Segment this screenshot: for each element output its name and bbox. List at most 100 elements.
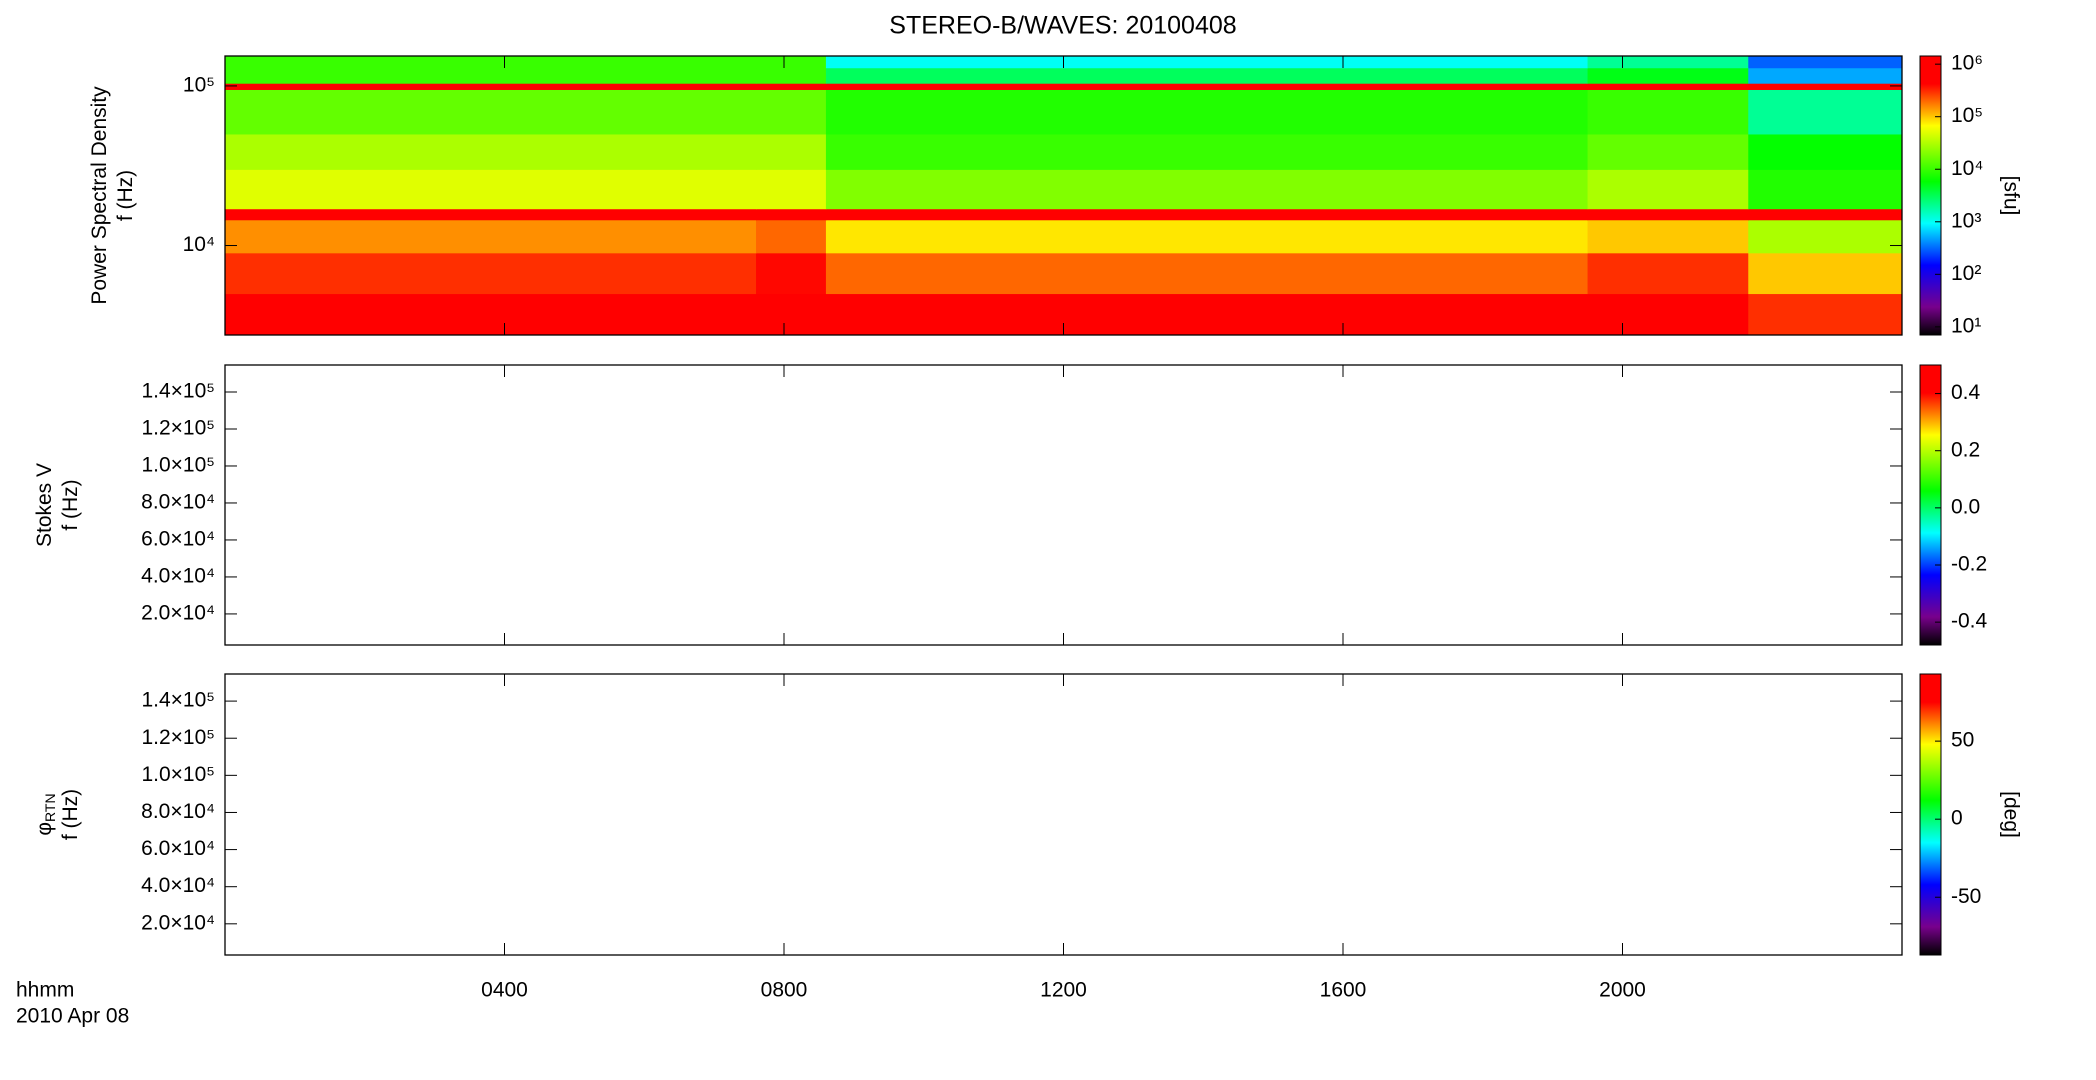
y-tick-label: 4.0×10⁴ xyxy=(141,564,215,587)
y-tick-label: 2.0×10⁴ xyxy=(141,911,215,934)
x-tick-label: 0800 xyxy=(761,979,808,1002)
y-tick-label: 8.0×10⁴ xyxy=(141,491,215,514)
y-axis-label-text: Power Spectral Density xyxy=(88,86,111,305)
colorbar-tick-label: 10² xyxy=(1951,262,1981,285)
y-tick-label: 6.0×10⁴ xyxy=(141,837,215,860)
heatmap-cell xyxy=(756,56,827,69)
colorbar-tick-label: -50 xyxy=(1951,885,1981,908)
heatmap-cell xyxy=(825,169,1589,210)
heatmap-cell xyxy=(1748,252,1903,295)
y-axis-label-text: φ xyxy=(33,822,56,836)
colorbar-tick-label: 0 xyxy=(1951,807,1963,830)
heatmap-cell xyxy=(825,252,1589,295)
heatmap-cell xyxy=(756,83,827,90)
colorbar-tick-label: 10⁵ xyxy=(1951,104,1983,127)
colorbar xyxy=(1919,55,1942,336)
heatmap-cell xyxy=(825,133,1589,170)
heatmap-cell xyxy=(756,208,827,221)
y-tick-label: 10⁴ xyxy=(183,233,215,256)
heatmap-cell xyxy=(225,169,757,210)
colorbar-tick-label: 0.4 xyxy=(1951,381,1981,404)
colorbar-label: [sfu] xyxy=(1999,176,2022,216)
colorbar-tick-label: 10⁴ xyxy=(1951,157,1983,180)
heatmap-cell xyxy=(1587,252,1749,295)
heatmap-cell xyxy=(225,133,757,170)
heatmap-cell xyxy=(1748,67,1903,84)
x-axis-label: hhmm xyxy=(16,979,74,1002)
colorbar xyxy=(1919,673,1942,956)
y-tick-label: 8.0×10⁴ xyxy=(141,800,215,823)
heatmap-cell xyxy=(756,293,827,336)
y-axis-label: f (Hz) xyxy=(59,479,82,530)
heatmap-cell xyxy=(1748,208,1903,221)
colorbar xyxy=(1919,364,1942,646)
heatmap-cell xyxy=(825,89,1589,135)
colorbar-label: [deg] xyxy=(1999,791,2022,838)
y-axis-label-subscript: RTN xyxy=(42,793,58,822)
x-tick-label: 2000 xyxy=(1599,979,1646,1002)
heatmap-cell xyxy=(756,67,827,84)
colorbar-tick-label: 10¹ xyxy=(1951,314,1981,337)
heatmap-cell xyxy=(225,56,757,69)
heatmap-cell xyxy=(825,83,1589,90)
y-tick-label: 1.2×10⁵ xyxy=(141,726,215,749)
chart-title: STEREO-B/WAVES: 20100408 xyxy=(889,12,1236,40)
heatmap-cell xyxy=(825,56,1589,69)
heatmap-cell xyxy=(1587,133,1749,170)
heatmap-cell xyxy=(1748,133,1903,170)
heatmap-cell xyxy=(756,169,827,210)
y-axis-label-text: f (Hz) xyxy=(114,170,137,221)
heatmap-cell xyxy=(756,252,827,295)
colorbar-tick-label: 0.0 xyxy=(1951,495,1980,518)
heatmap-cell xyxy=(1587,208,1749,221)
plot-frame xyxy=(224,673,1903,956)
colorbar-tick-label: 10⁶ xyxy=(1951,52,1983,75)
y-axis-label: Power Spectral Density xyxy=(88,86,111,305)
heatmap-cell xyxy=(1587,89,1749,135)
colorbar-tick-label: 50 xyxy=(1951,729,1974,752)
x-tick-label: 1200 xyxy=(1040,979,1087,1002)
y-axis-label: φRTN xyxy=(33,793,58,835)
heatmap-cell xyxy=(756,89,827,135)
heatmap-cell xyxy=(225,293,757,336)
y-tick-label: 1.4×10⁵ xyxy=(141,689,215,712)
heatmap-cell xyxy=(225,89,757,135)
x-axis-label: 2010 Apr 08 xyxy=(16,1005,129,1028)
heatmap-cell xyxy=(756,219,827,254)
colorbar-tick-label: 0.2 xyxy=(1951,438,1980,461)
heatmap-cell xyxy=(1587,83,1749,90)
heatmap-cell xyxy=(825,293,1589,336)
heatmap-cell xyxy=(1748,219,1903,254)
y-tick-label: 1.2×10⁵ xyxy=(141,417,215,440)
heatmap-cell xyxy=(1748,293,1903,336)
x-tick-label: 1600 xyxy=(1320,979,1367,1002)
heatmap-cell xyxy=(1587,56,1749,69)
y-axis-label: f (Hz) xyxy=(59,789,82,840)
y-axis-label-text: Stokes V xyxy=(33,463,56,547)
heatmap-cell xyxy=(1587,67,1749,84)
heatmap-cell xyxy=(1748,83,1903,90)
y-tick-label: 4.0×10⁴ xyxy=(141,874,215,897)
heatmap-cell xyxy=(225,67,757,84)
colorbar-tick-label: 10³ xyxy=(1951,209,1981,232)
colorbar-tick-label: -0.4 xyxy=(1951,610,1988,633)
heatmap-cell xyxy=(1587,169,1749,210)
heatmap-cell xyxy=(1748,56,1903,69)
y-axis-label-text: f (Hz) xyxy=(59,789,82,840)
y-axis-label-text: f (Hz) xyxy=(59,479,82,530)
y-axis-label: Stokes V xyxy=(33,463,56,547)
heatmap-cell xyxy=(225,219,757,254)
y-tick-label: 6.0×10⁴ xyxy=(141,528,215,551)
y-tick-label: 1.0×10⁵ xyxy=(141,763,215,786)
y-axis-label: f (Hz) xyxy=(114,170,137,221)
plot-frame xyxy=(224,364,1903,646)
colorbar-tick-label: -0.2 xyxy=(1951,553,1987,576)
heatmap-cell xyxy=(225,208,757,221)
heatmap-cell xyxy=(225,252,757,295)
y-tick-label: 2.0×10⁴ xyxy=(141,601,215,624)
heatmap-cell xyxy=(825,219,1589,254)
y-tick-label: 1.0×10⁵ xyxy=(141,454,215,477)
heatmap-cell xyxy=(225,83,757,90)
heatmap-cell xyxy=(1748,89,1903,135)
